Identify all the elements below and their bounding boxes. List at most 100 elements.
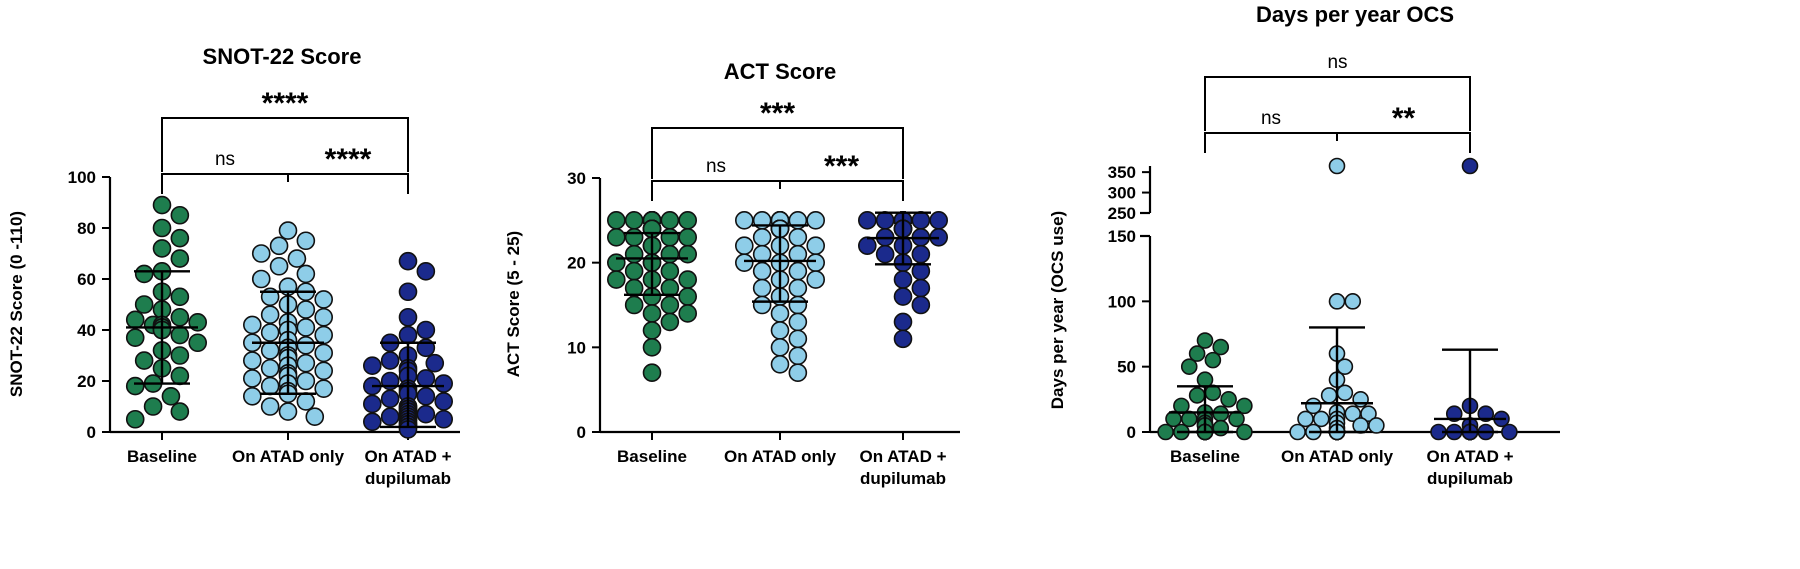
x-category-label: On ATAD only [1281,447,1394,466]
x-category-label: Baseline [617,447,687,466]
data-point [170,366,190,386]
data-point [1320,387,1338,404]
data-point [260,323,280,342]
chart-title: ACT Score [724,59,836,84]
data-point [170,325,190,345]
data-point [734,236,754,256]
data-point [380,389,400,409]
data-point [362,356,382,376]
data-point [1297,410,1314,428]
significance-bracket [651,180,781,201]
significance-label: *** [760,97,795,130]
significance-label: ns [215,149,235,170]
data-point [305,407,325,427]
significance-bracket [161,173,289,194]
chart-panel-2: ACT Score ACT Score (5 - 25) 0 10 20 30 Baseli… [504,59,960,488]
data-point [125,409,145,429]
data-point [314,379,334,398]
data-point [642,321,662,340]
data-point [857,211,877,230]
data-point [660,227,680,247]
data-point [260,376,280,396]
data-point [362,394,382,414]
data-point [770,354,790,374]
data-point [678,244,698,264]
data-point [125,328,145,347]
data-point [606,227,626,247]
data-point [1220,391,1237,408]
significance-label: ns [706,156,726,177]
data-point [893,312,913,332]
data-point [606,211,626,230]
data-point [287,249,307,268]
y-tick-label: 10 [567,338,586,357]
significance-bracket [651,127,904,179]
data-point [170,228,190,248]
data-point [911,211,931,230]
data-point [1344,293,1362,310]
y-tick-label: 0 [87,423,96,442]
data-point [380,351,400,370]
data-point [734,253,754,272]
data-point [1180,358,1198,375]
data-point [929,211,949,230]
data-point [152,195,172,215]
y-tick-label: 150 [1108,227,1136,246]
x-category-label: On ATAD + [1426,447,1513,466]
data-point [296,318,316,337]
data-point [1501,423,1518,441]
x-category-label: On ATAD + [364,447,451,466]
data-point [788,312,808,332]
data-point [416,386,436,406]
data-point [1236,423,1253,441]
significance-label: ns [1261,108,1281,129]
data-point [678,227,698,247]
data-point [1328,293,1346,310]
data-point [660,244,680,264]
data-point [314,325,334,345]
data-point [1157,423,1174,441]
data-point [296,264,316,284]
data-point [125,310,145,330]
y-tick-label: 300 [1108,184,1136,203]
data-point [296,231,316,251]
data-point [1289,423,1306,441]
data-point [788,295,808,315]
data-point [770,304,790,323]
data-point [788,227,808,247]
data-point [296,353,316,373]
data-point [875,244,895,264]
significance-bracket [1204,76,1471,131]
data-point [314,290,334,309]
chart-panel-3: Days per year OCS Days per year (OCS use)… [1048,2,1560,488]
y-tick-label: 250 [1108,204,1136,223]
data-point [1445,405,1463,423]
data-point [278,221,298,240]
significance-label: *** [824,150,859,183]
data-point [425,353,445,373]
data-point [398,325,418,345]
data-point [269,236,289,256]
y-tick-label: 0 [577,423,586,442]
y-tick-label: 350 [1108,163,1136,182]
y-tick-label: 100 [68,168,96,187]
data-point [606,270,626,289]
y-tick-label: 100 [1108,292,1136,311]
data-point [398,251,418,271]
data-point [152,218,172,238]
y-axis-label: Days per year (OCS use) [1048,211,1067,409]
data-point [1360,405,1377,423]
data-point [170,249,190,268]
y-tick-label: 20 [567,254,586,273]
data-point [416,369,436,388]
data-point [1352,391,1369,408]
data-point [434,374,454,393]
significance-bracket [1204,132,1338,153]
data-point [624,295,644,315]
data-point [416,404,436,424]
x-category-label: Baseline [1170,447,1240,466]
data-point [678,211,698,230]
y-tick-label: 40 [77,321,96,340]
x-category-label: On ATAD only [724,447,837,466]
y-tick-label: 50 [1117,358,1136,377]
